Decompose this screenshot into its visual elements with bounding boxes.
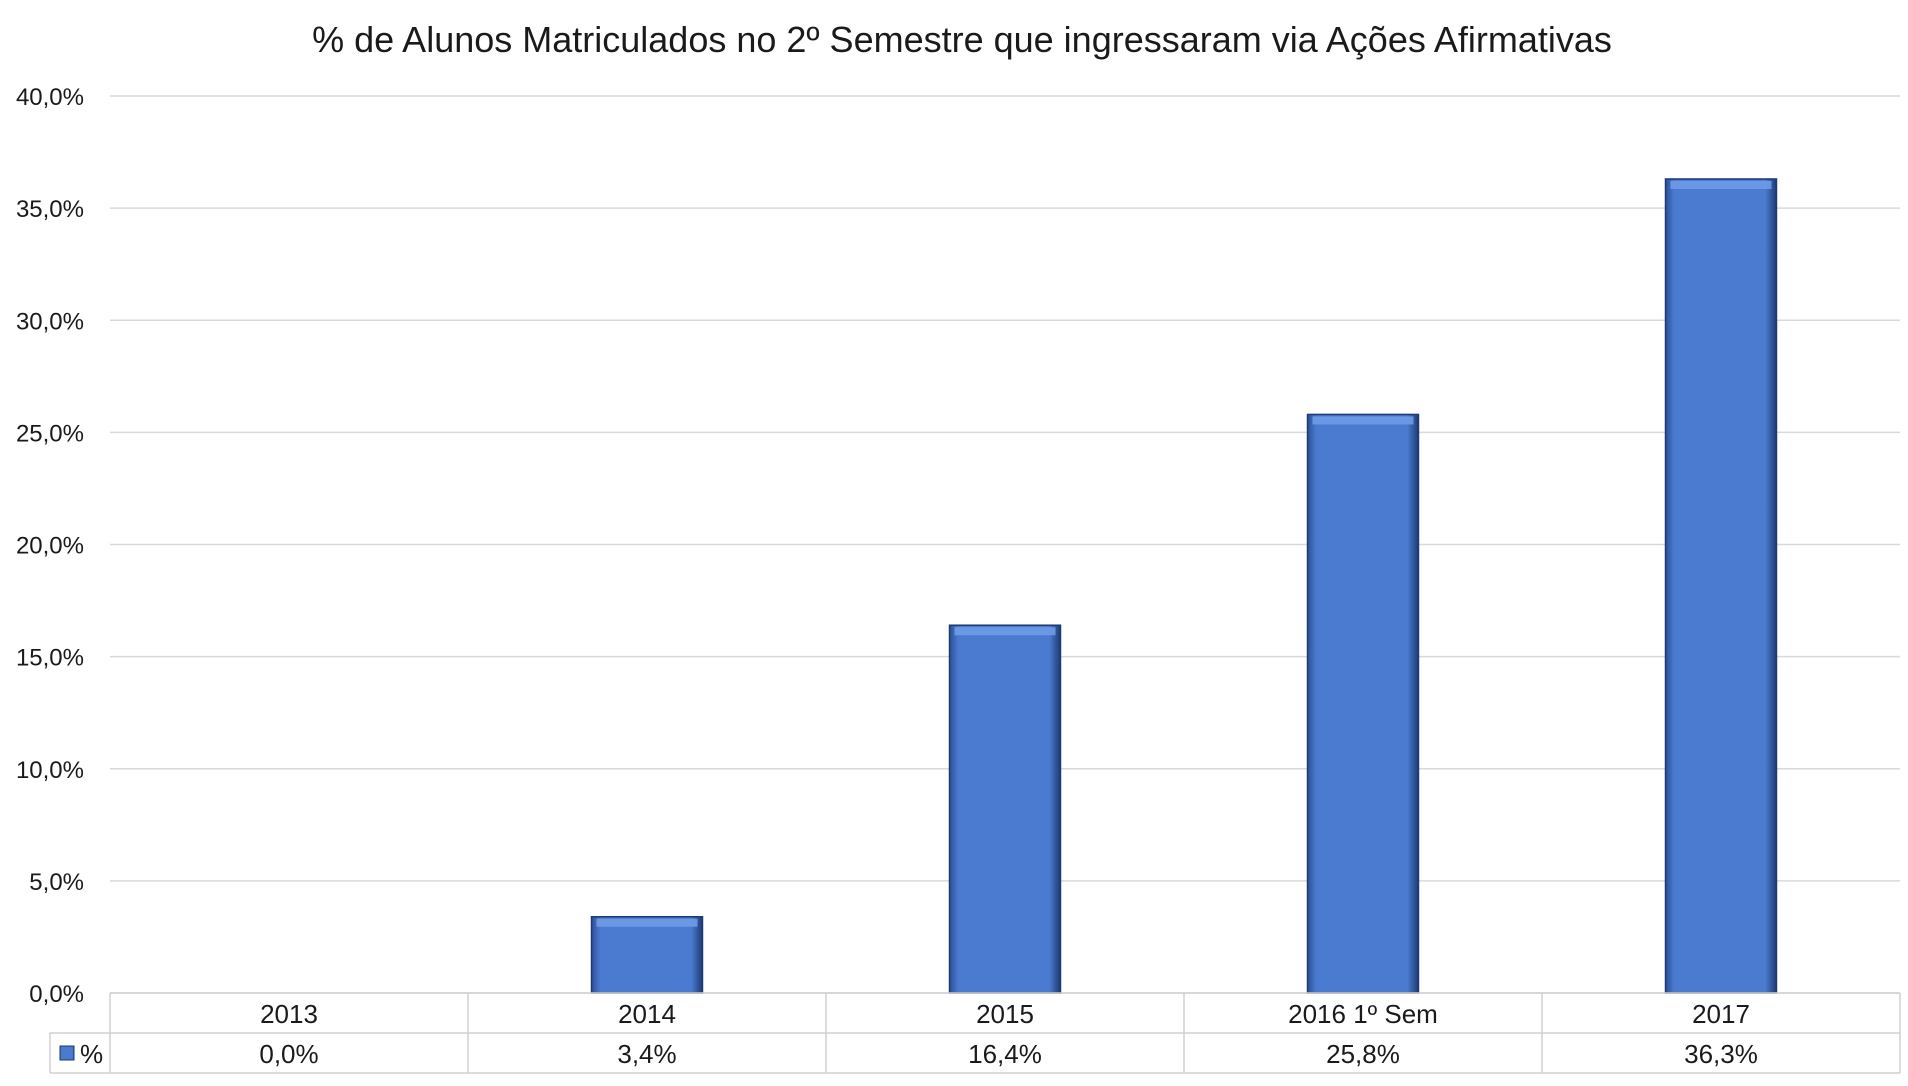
gridlines [110, 95, 1900, 994]
bar [1664, 178, 1778, 994]
data-table: 2013 0,0% 2014 3,4% 2015 16,4% 2016 1º Sem 25,8… [49, 992, 1901, 1074]
bars [590, 178, 1778, 994]
y-tick-label: 10,0% [16, 757, 84, 784]
y-axis-ticks: 0,0% 5,0% 10,0% 15,0% 20,0% 25,0% 30,0% 35,0% 40… [16, 84, 84, 1008]
x-category-label: 2015 [976, 999, 1034, 1029]
data-label: 36,3% [1684, 1039, 1758, 1069]
data-label: 3,4% [617, 1039, 676, 1069]
y-tick-label: 35,0% [16, 196, 84, 223]
chart-title: % de Alunos Matriculados no 2º Semestre … [312, 19, 1612, 60]
bar [590, 916, 704, 994]
y-tick-label: 5,0% [29, 869, 84, 896]
y-tick-label: 20,0% [16, 533, 84, 560]
y-tick-label: 25,0% [16, 420, 84, 447]
data-label: 0,0% [259, 1039, 318, 1069]
y-tick-label: 15,0% [16, 645, 84, 672]
x-category-label: 2016 1º Sem [1288, 999, 1438, 1029]
x-category-label: 2014 [618, 999, 676, 1029]
legend-label: % [80, 1039, 103, 1069]
bar [1306, 413, 1420, 994]
x-category-label: 2017 [1692, 999, 1750, 1029]
y-tick-label: 30,0% [16, 308, 84, 335]
data-label: 25,8% [1326, 1039, 1400, 1069]
legend-swatch [59, 1045, 75, 1061]
y-tick-label: 0,0% [29, 981, 84, 1008]
data-label: 16,4% [968, 1039, 1042, 1069]
bar [948, 624, 1062, 994]
y-tick-label: 40,0% [16, 84, 84, 111]
x-category-label: 2013 [260, 999, 318, 1029]
